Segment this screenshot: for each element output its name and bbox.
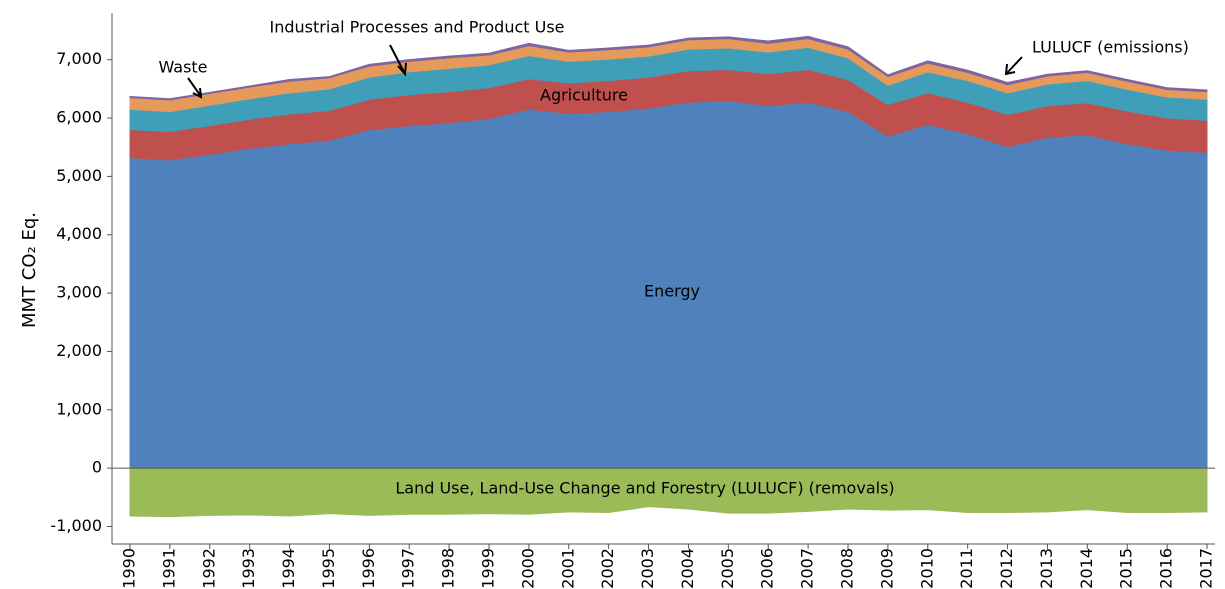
y-axis-label: MMT CO₂ Eq. — [19, 212, 40, 328]
y-tick-label: 4,000 — [56, 224, 102, 243]
area — [129, 35, 1208, 101]
x-tick-label: 1992 — [199, 548, 218, 589]
x-tick-label: 2011 — [957, 548, 976, 589]
y-tick-label: 1,000 — [56, 399, 102, 418]
series-label: LULUCF (emissions) — [1032, 38, 1189, 57]
x-tick-label: 2010 — [917, 548, 936, 589]
y-tick-label: 3,000 — [56, 283, 102, 302]
x-tick-label: 1997 — [399, 548, 418, 589]
x-tick-label: 2013 — [1037, 548, 1056, 589]
x-tick-label: 2016 — [1157, 548, 1176, 589]
y-tick-label: -1,000 — [50, 516, 102, 535]
series-label: Agriculture — [540, 86, 628, 105]
x-tick-label: 1996 — [359, 548, 378, 589]
arrow — [1006, 56, 1023, 74]
arrow-head — [1004, 63, 1016, 76]
x-tick-label: 2002 — [598, 548, 617, 589]
y-tick-label: 2,000 — [56, 341, 102, 360]
x-tick-label: 2004 — [678, 548, 697, 589]
x-tick-label: 2014 — [1077, 548, 1096, 589]
y-tick-label: 5,000 — [56, 166, 102, 185]
x-tick-label: 2009 — [877, 548, 896, 589]
x-tick-label: 2012 — [997, 548, 1016, 589]
arrow-head — [397, 62, 407, 77]
x-tick-label: 2005 — [718, 548, 737, 589]
series-label: Industrial Processes and Product Use — [270, 18, 565, 37]
series-label: Land Use, Land-Use Change and Forestry (… — [395, 479, 894, 498]
series-label: Energy — [644, 282, 700, 301]
x-tick-label: 2003 — [638, 548, 657, 589]
y-tick-label: 7,000 — [56, 49, 102, 68]
x-tick-label: 2007 — [798, 548, 817, 589]
x-tick-label: 1993 — [239, 548, 258, 589]
x-tick-label: 1999 — [479, 548, 498, 589]
x-tick-label: 1994 — [279, 548, 298, 589]
x-tick-label: 1990 — [120, 548, 139, 589]
x-tick-label: 1991 — [159, 548, 178, 589]
arrow-head — [192, 87, 203, 99]
arrow — [389, 44, 405, 73]
y-tick-label: 0 — [92, 458, 102, 477]
x-tick-label: 1998 — [439, 548, 458, 589]
x-tick-label: 2000 — [518, 548, 537, 589]
x-tick-label: 2006 — [758, 548, 777, 589]
y-tick-label: 6,000 — [56, 108, 102, 127]
x-tick-label: 2017 — [1197, 548, 1216, 589]
x-tick-label: 2008 — [838, 548, 857, 589]
x-tick-label: 2001 — [558, 548, 577, 589]
series-label: Waste — [158, 58, 207, 77]
arrow — [187, 77, 201, 96]
x-tick-label: 2015 — [1117, 548, 1136, 589]
x-tick-label: 1995 — [319, 548, 338, 589]
plot-area — [129, 35, 1208, 518]
